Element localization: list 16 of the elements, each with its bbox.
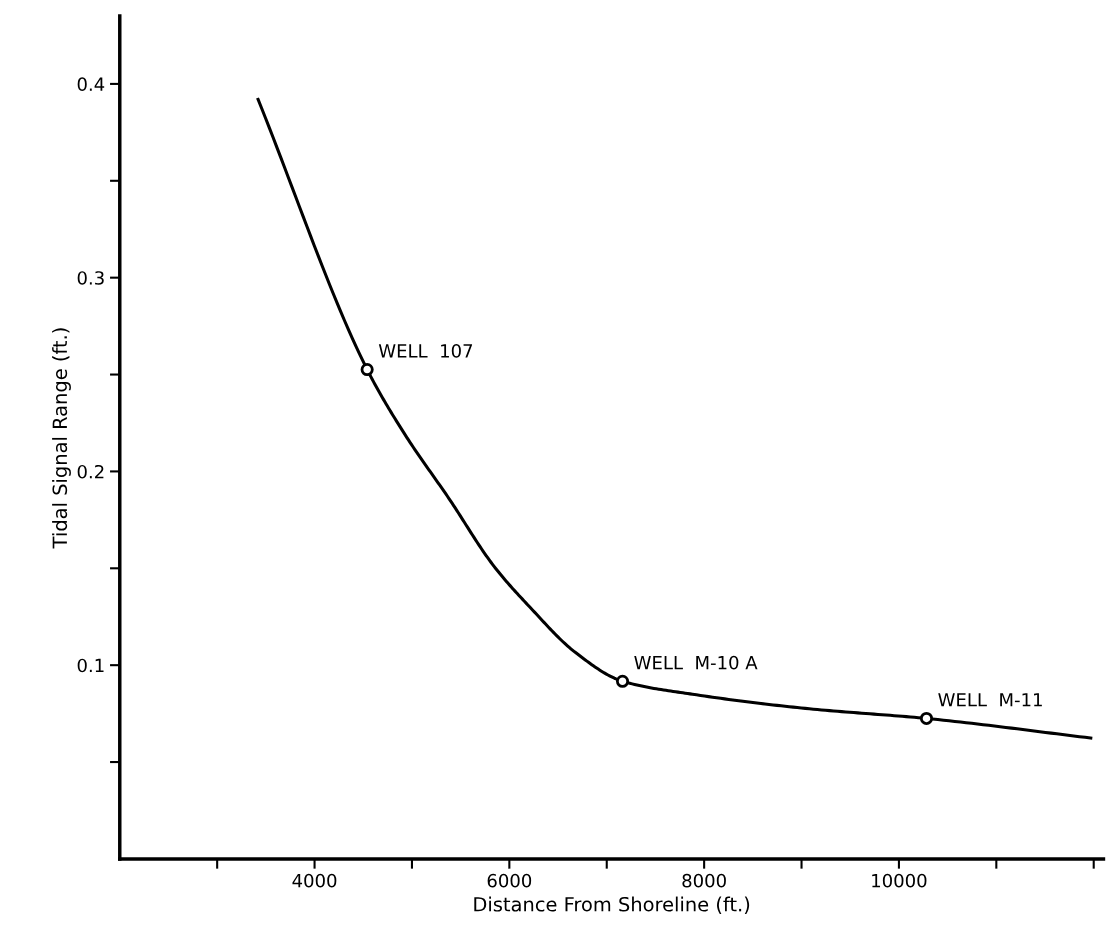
y-axis-title: Tidal Signal Range (ft.): [52, 328, 71, 549]
y-tick-label: 0.2: [77, 464, 104, 479]
y-tick-label: 0.3: [77, 271, 104, 285]
point: [360, 362, 374, 377]
point: [919, 711, 934, 725]
annotation: WELL M-10 A: [634, 655, 758, 670]
annotation: WELL 107: [378, 344, 473, 358]
y-tick-label: 0.1: [77, 658, 104, 673]
x-axis-title: Distance From Shoreline (ft.): [474, 896, 750, 914]
point: [615, 674, 630, 688]
y-tick-label: 0.4: [77, 77, 105, 92]
x-tick-label: 8000: [682, 873, 726, 888]
x-tick-label: 6000: [487, 873, 532, 888]
annotation: WELL M-11: [938, 693, 1042, 707]
x-tick-label: 4000: [292, 873, 337, 888]
x-tick-label: 10000: [872, 873, 927, 888]
